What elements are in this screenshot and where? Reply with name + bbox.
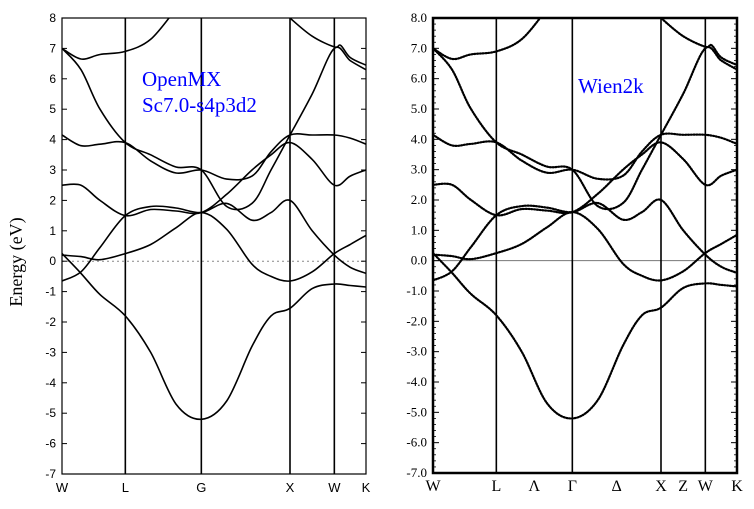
y-tick-label: 0.0	[411, 253, 427, 268]
y-tick-label: 5	[49, 102, 56, 116]
k-point-label: W	[328, 480, 341, 495]
k-point-label: Γ	[568, 478, 577, 495]
band-line-8	[288, 18, 366, 66]
y-tick-label: -1.0	[406, 283, 427, 298]
y-tick-label: -2.0	[406, 313, 427, 328]
k-point-label: W	[425, 478, 441, 495]
plot-frame	[431, 16, 739, 475]
band-line-3	[62, 199, 366, 282]
k-point-label: G	[196, 480, 206, 495]
band-line-3	[433, 198, 737, 282]
band-line-4	[62, 141, 366, 217]
y-tick-label: 4	[49, 133, 56, 147]
band-line-8	[659, 18, 737, 67]
band-line-5	[433, 132, 737, 181]
plot-frame	[61, 17, 367, 475]
band-line-5	[62, 133, 366, 181]
y-tick-label: -6	[45, 437, 56, 451]
y-tick-label: -4	[45, 376, 56, 390]
y-tick-label: 6	[49, 72, 56, 86]
method-annotation: Wien2k	[578, 74, 644, 98]
band-line-1	[62, 252, 366, 421]
y-tick-label: -4.0	[406, 374, 427, 389]
k-point-label: W	[56, 480, 69, 495]
y-tick-label: 2.0	[411, 192, 427, 207]
y-tick-label: 2	[49, 193, 56, 207]
y-tick-label: 6.0	[411, 71, 427, 86]
y-tick-label: -2	[45, 315, 56, 329]
y-tick-label: 4.0	[411, 131, 427, 146]
y-tick-label: 8	[49, 11, 56, 25]
method-annotation: OpenMX	[142, 67, 221, 91]
k-point-label: K	[731, 478, 743, 495]
band-line-7	[433, 46, 737, 211]
y-tick-label: 1	[49, 224, 56, 238]
y-tick-label: -5.0	[406, 404, 427, 419]
y-tick-label: 8.0	[411, 10, 427, 25]
y-tick-label: 3.0	[411, 162, 427, 177]
k-point-label: Δ	[612, 478, 622, 495]
y-tick-label: -3.0	[406, 344, 427, 359]
band-line-1	[433, 252, 737, 420]
band-curves	[62, 18, 366, 421]
y-tick-label: 3	[49, 163, 56, 177]
y-tick-label: -7.0	[406, 465, 427, 480]
y-tick-label: -3	[45, 345, 56, 359]
band-line-6	[433, 18, 542, 61]
k-point-label: L	[122, 480, 129, 495]
k-point-label: X	[655, 478, 667, 495]
k-point-label: W	[698, 478, 714, 495]
wien2k-band-panel: 8.0 7.0 6.0 5.0 4.0 3.0 2.0 1.0 0.0 -1.0 -2.0 -3.0 -…	[406, 10, 743, 495]
k-point-label: Z	[678, 478, 688, 495]
y-tick-label: 0	[49, 254, 56, 268]
method-annotation: Sc7.0-s4p3d2	[142, 93, 257, 117]
band-line-2	[433, 210, 737, 282]
band-line-6	[62, 18, 171, 60]
y-tick-label: 5.0	[411, 101, 427, 116]
k-point-label: Λ	[529, 478, 541, 495]
y-axis-label: Energy (eV)	[6, 217, 27, 306]
y-tick-label: -6.0	[406, 435, 427, 450]
y-tick-label: -5	[45, 406, 56, 420]
y-tick-label: 1.0	[411, 222, 427, 237]
y-tick-label: -7	[45, 467, 56, 481]
band-line-4	[433, 141, 737, 217]
band-line-7	[62, 46, 366, 211]
k-point-label: K	[362, 480, 371, 495]
y-tick-label: -1	[45, 285, 56, 299]
y-tick-label: 7.0	[411, 40, 427, 55]
band-curves	[433, 18, 737, 420]
k-point-label: X	[286, 480, 295, 495]
k-point-label: L	[491, 478, 501, 495]
y-tick-label: 7	[49, 41, 56, 55]
band-line-2	[62, 211, 366, 282]
